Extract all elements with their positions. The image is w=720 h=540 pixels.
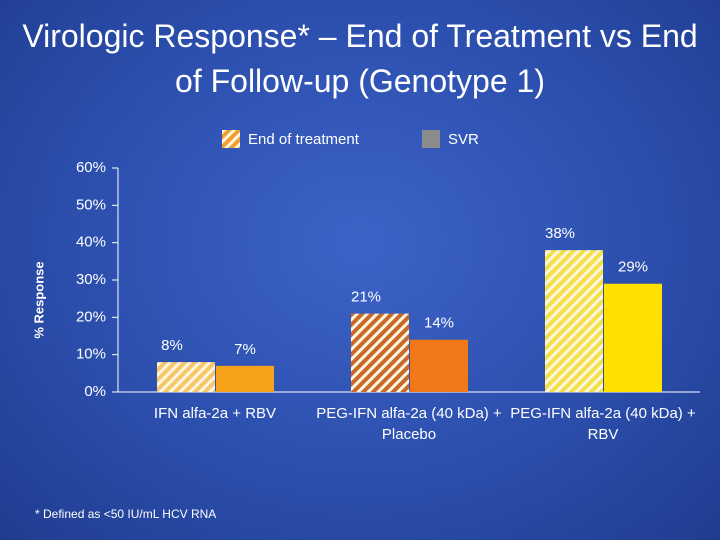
bar bbox=[216, 365, 274, 392]
legend-swatch bbox=[422, 130, 440, 148]
bar bbox=[545, 250, 603, 392]
y-tick-label: 50% bbox=[76, 196, 106, 213]
x-tick-label: PEG-IFN alfa-2a (40 kDa) + RBV bbox=[510, 405, 696, 443]
bar bbox=[157, 362, 215, 392]
bar bbox=[410, 339, 468, 392]
data-label: 14% bbox=[424, 315, 454, 332]
data-label: 7% bbox=[234, 341, 256, 358]
x-tick-label: IFN alfa-2a + RBV bbox=[153, 405, 277, 422]
data-label: 8% bbox=[161, 337, 183, 354]
chart-title: Virologic Response* – End of Treatment v… bbox=[22, 18, 698, 99]
data-label: 38% bbox=[545, 225, 575, 242]
y-tick-label: 60% bbox=[76, 159, 106, 176]
footnote: * Defined as <50 IU/mL HCV RNA bbox=[35, 507, 217, 521]
legend-label: End of treatment bbox=[248, 131, 360, 148]
y-tick-label: 20% bbox=[76, 308, 106, 325]
y-axis-label: % Response bbox=[31, 261, 46, 338]
legend-label: SVR bbox=[448, 131, 479, 148]
data-label: 29% bbox=[618, 259, 648, 276]
y-tick-label: 40% bbox=[76, 234, 106, 251]
data-label: 21% bbox=[351, 289, 381, 306]
x-tick-label: PEG-IFN alfa-2a (40 kDa) + Placebo bbox=[316, 405, 502, 443]
bar bbox=[604, 283, 662, 392]
y-tick-label: 30% bbox=[76, 271, 106, 288]
y-tick-label: 0% bbox=[84, 383, 106, 400]
legend-swatch bbox=[222, 130, 240, 148]
bar bbox=[351, 313, 409, 392]
y-tick-label: 10% bbox=[76, 346, 106, 363]
